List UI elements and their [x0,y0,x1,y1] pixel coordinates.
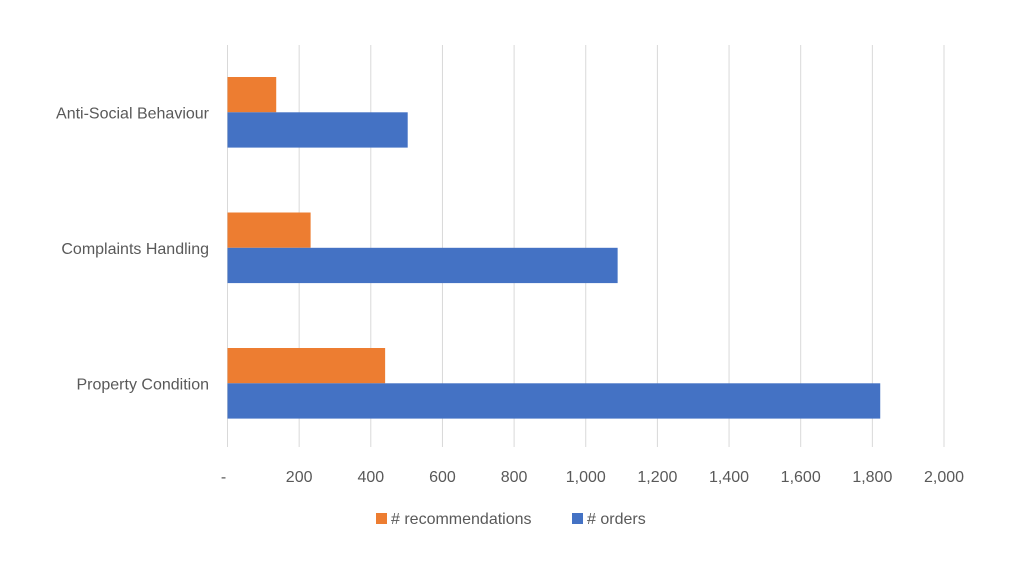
bar-orders [227,112,408,148]
x-tick-label: 600 [429,469,456,486]
x-tick-label: 1,600 [781,469,821,486]
category-label: Anti-Social Behaviour [56,105,210,122]
category-label: Complaints Handling [61,241,209,258]
bar-recommendations [227,77,277,113]
x-tick-label: 1,000 [566,469,606,486]
x-tick-label: - [221,469,226,486]
bar-orders [227,247,618,284]
legend-swatch [572,513,583,524]
bar-recommendations [227,348,386,384]
category-label: Property Condition [76,376,209,393]
x-tick-label: 800 [501,469,528,486]
legend-label: # recommendations [391,511,532,528]
x-tick-label: 1,800 [852,469,892,486]
bars [227,77,881,419]
x-tick-label: 200 [286,469,313,486]
x-tick-labels: - 200 400 600 800 1,000 1,200 1,400 1,600 1,800 2,… [221,469,964,486]
bar-orders [227,383,881,419]
legend: # recommendations # orders [376,511,646,528]
x-tick-label: 1,400 [709,469,749,486]
x-tick-label: 1,200 [637,469,677,486]
legend-swatch [376,513,387,524]
category-labels: Anti-Social Behaviour Complaints Handling… [56,105,210,393]
x-tick-label: 2,000 [924,469,964,486]
bar-recommendations [227,212,311,248]
legend-label: # orders [587,511,646,528]
x-tick-label: 400 [357,469,384,486]
gridlines [227,45,945,447]
